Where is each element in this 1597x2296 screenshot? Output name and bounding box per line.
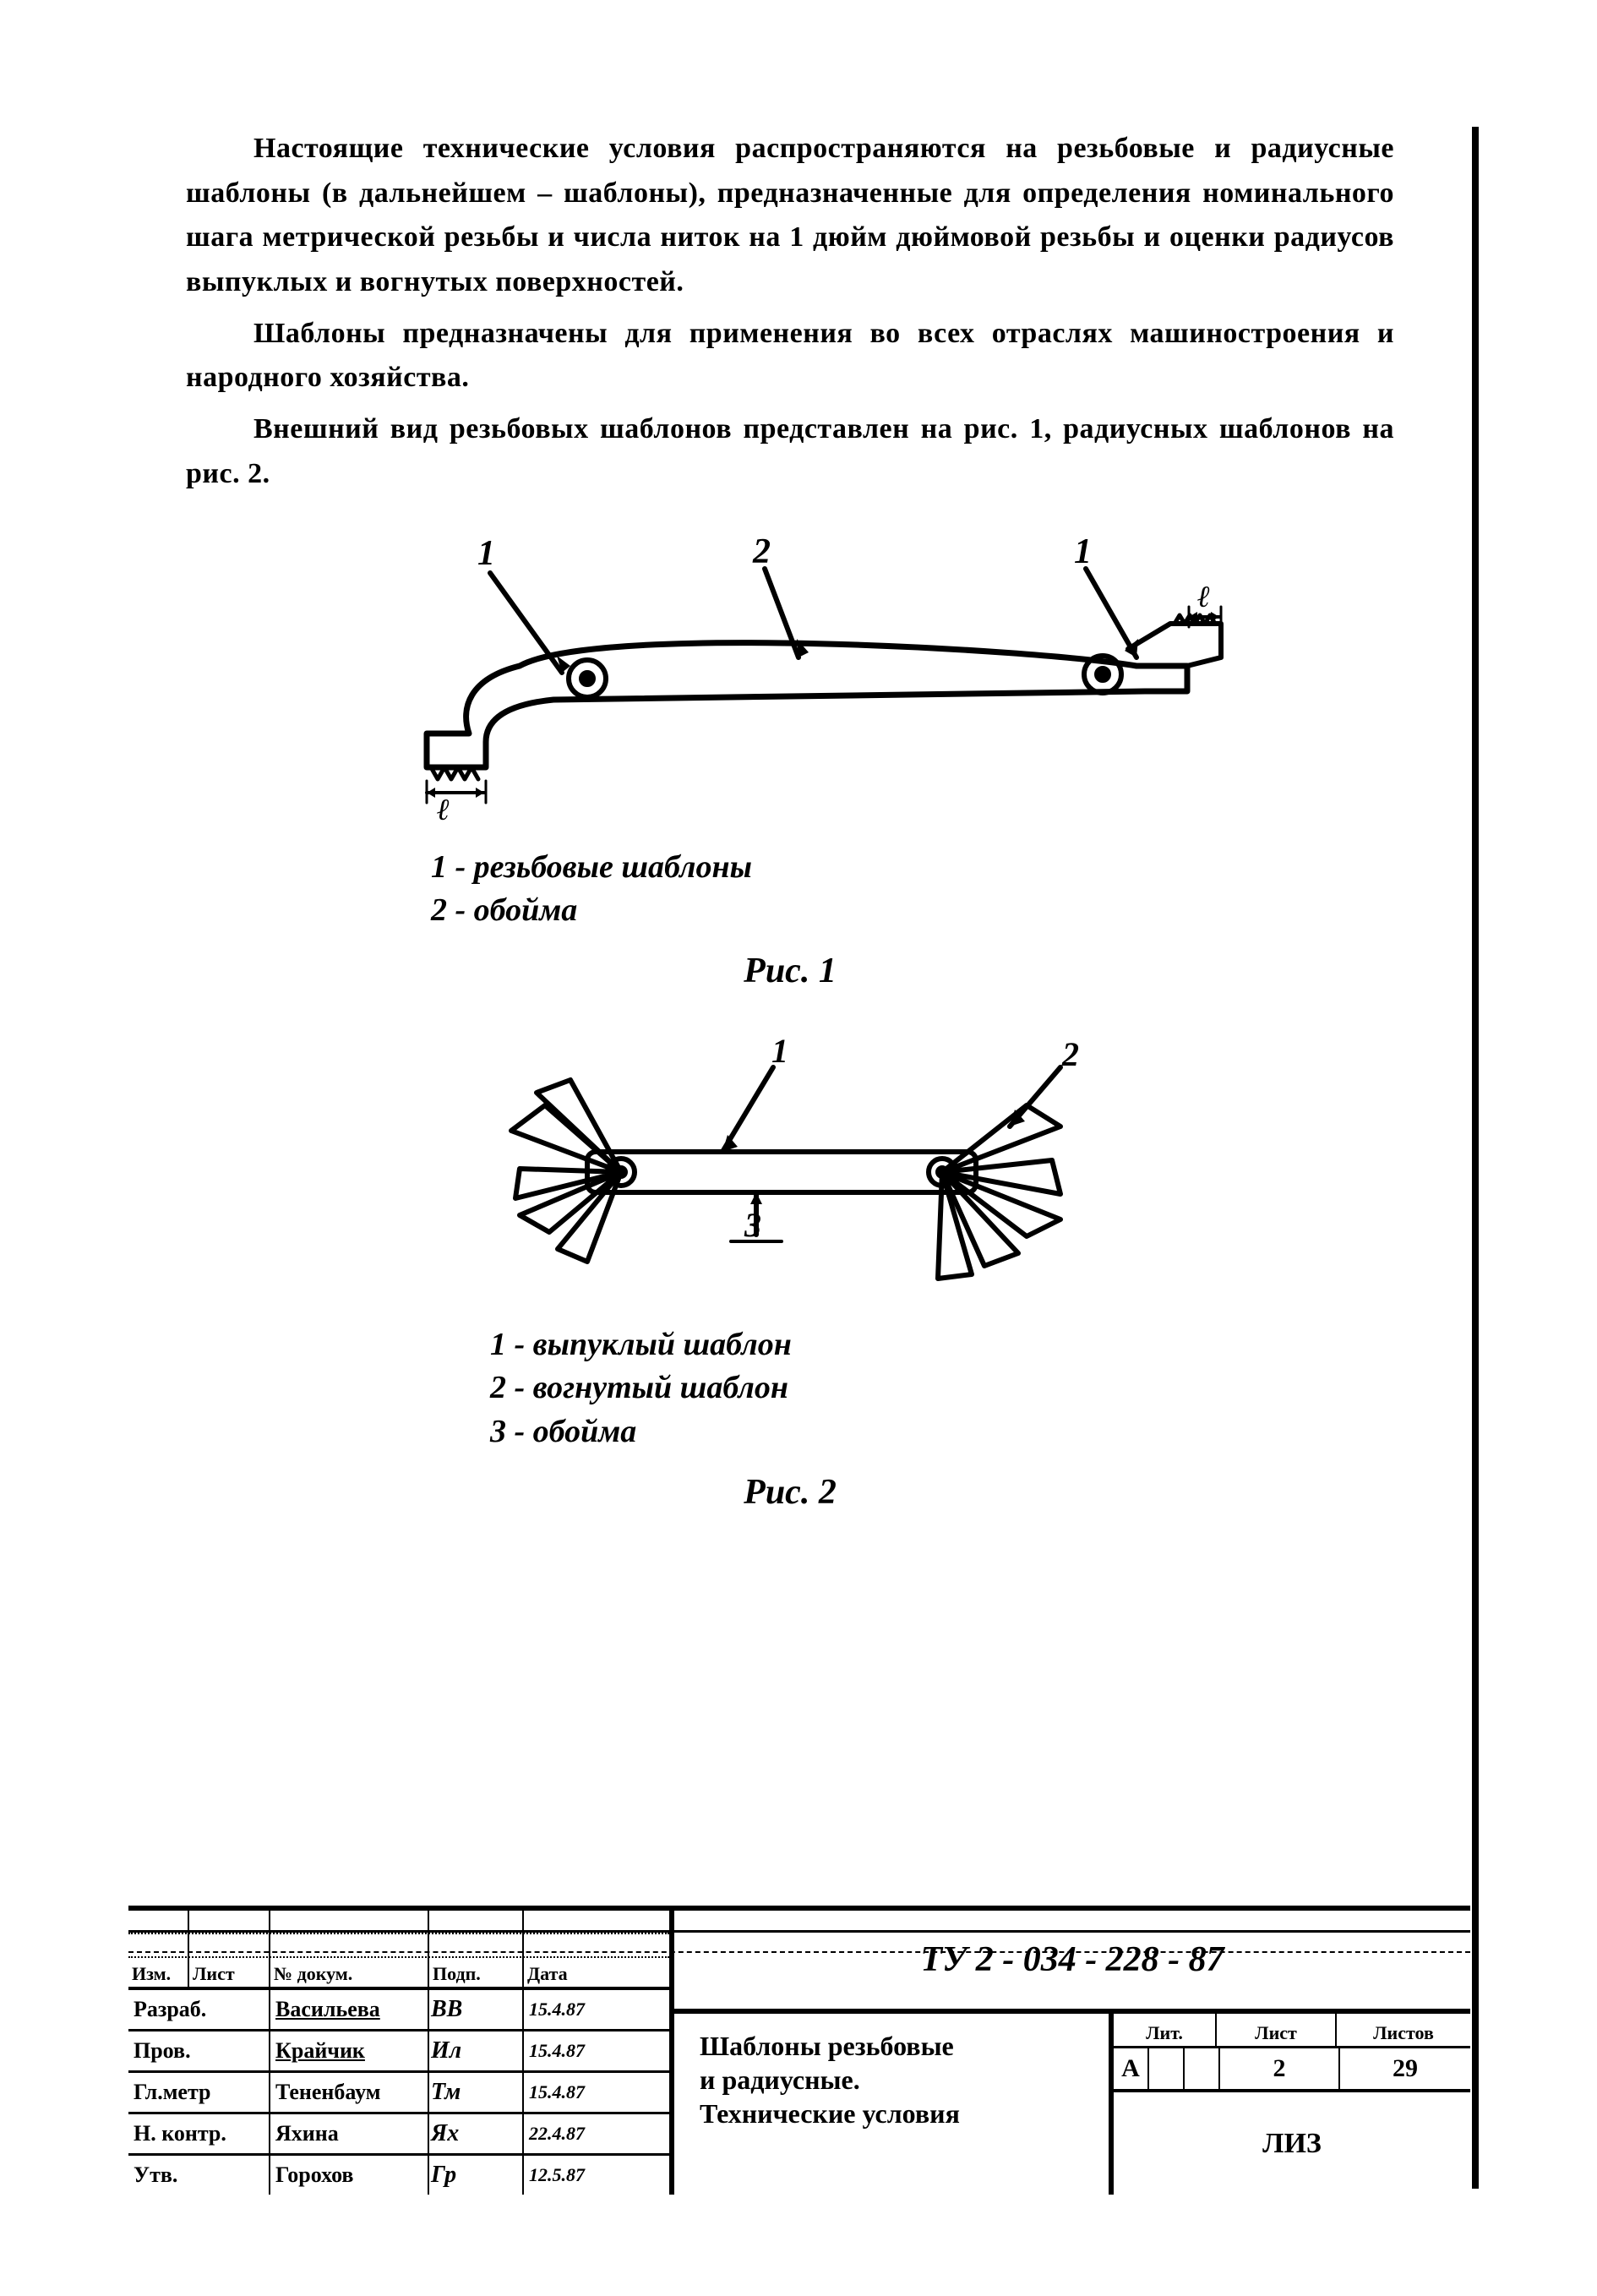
role-glmetr: Гл.метр: [128, 2073, 270, 2112]
doc-title-l1: Шаблоны резьбовые: [700, 2029, 1100, 2063]
sig-glmetr: Тм: [429, 2073, 524, 2112]
figure-1-svg: 1 2 1 ℓ ℓ: [342, 522, 1238, 826]
fig2-legend-2: 2 - вогнутый шаблон: [490, 1366, 792, 1410]
name-utv: Горохов: [270, 2156, 429, 2195]
figure-2-svg: 1 2 3: [469, 1025, 1111, 1304]
hdr-izm: Изм.: [128, 1958, 189, 1987]
role-nkontr: Н. контр.: [128, 2114, 270, 2153]
sig-nkontr: Ях: [429, 2114, 524, 2153]
body-content: Настоящие технические условия распростра…: [186, 127, 1394, 1513]
page: Настоящие технические условия распростра…: [0, 0, 1597, 2296]
fig1-callout-2: 2: [752, 532, 771, 571]
doc-code: ТУ 2 - 034 - 228 - 87: [920, 1939, 1224, 1980]
doc-meta: Лит. Лист Листов А 2 29 ЛИЗ: [1109, 2014, 1470, 2195]
paragraph-1: Настоящие технические условия распростра…: [186, 127, 1394, 305]
fig2-legend-3: 3 - обойма: [490, 1410, 792, 1453]
sig-prov: Ил: [429, 2031, 524, 2070]
date-nkontr: 22.4.87: [524, 2114, 602, 2153]
right-frame-line: [1472, 127, 1479, 2189]
fig2-callout-2: 2: [1061, 1035, 1079, 1073]
sign-row-glmetr: Гл.метр Тененбаум Тм 15.4.87: [128, 2073, 669, 2114]
name-glmetr: Тененбаум: [270, 2073, 429, 2112]
role-razrab: Разраб.: [128, 1990, 270, 2029]
sign-row-prov: Пров. Крайчик Ил 15.4.87: [128, 2031, 669, 2073]
name-nkontr: Яхина: [270, 2114, 429, 2153]
doc-title-l2: и радиусные.: [700, 2063, 1100, 2097]
figure-2: 1 2 3 1 - выпуклый шаблон 2 - вогнутый ш…: [186, 1025, 1394, 1513]
fig1-callout-1: 1: [477, 534, 495, 573]
hdr-podp: Подп.: [429, 1958, 524, 1987]
hdr-data: Дата: [524, 1958, 602, 1987]
fig2-legend-1: 1 - выпуклый шаблон: [490, 1323, 792, 1366]
date-prov: 15.4.87: [524, 2031, 602, 2070]
fig2-callout-3: 3: [744, 1206, 761, 1244]
sign-row-razrab: Разраб. Васильева ВВ 15.4.87: [128, 1990, 669, 2031]
hdr-list: Лист: [189, 1958, 270, 1987]
fig1-callout-3: 1: [1074, 532, 1092, 571]
date-glmetr: 15.4.87: [524, 2073, 602, 2112]
meta-listov-label: Листов: [1337, 2014, 1470, 2046]
figure-1: 1 2 1 ℓ ℓ 1 - резьбовые шаблоны 2 - обой…: [186, 522, 1394, 992]
fig2-callout-1: 1: [771, 1032, 788, 1070]
title-block-right: ТУ 2 - 034 - 228 - 87 Шаблоны резьбовые …: [674, 1911, 1470, 2195]
date-utv: 12.5.87: [524, 2156, 602, 2195]
fig1-dim-right: ℓ: [1197, 580, 1210, 614]
paragraph-3: Внешний вид резьбовых шаблонов представл…: [186, 407, 1394, 496]
sign-row-nkontr: Н. контр. Яхина Ях 22.4.87: [128, 2114, 669, 2156]
fig1-legend-2: 2 - обойма: [431, 889, 752, 932]
title-block-left: Изм. Лист № докум. Подп. Дата Разраб. Ва…: [128, 1911, 674, 2195]
doc-title: Шаблоны резьбовые и радиусные. Техническ…: [674, 2014, 1109, 2195]
hdr-doc: № докум.: [270, 1958, 429, 1987]
meta-listov-value: 29: [1340, 2048, 1470, 2089]
fig1-legend-1: 1 - резьбовые шаблоны: [431, 846, 752, 889]
paragraph-2: Шаблоны предназначены для применения во …: [186, 312, 1394, 401]
sign-row-utv: Утв. Горохов Гр 12.5.87: [128, 2156, 669, 2195]
doc-code-area: ТУ 2 - 034 - 228 - 87: [674, 1911, 1470, 2014]
date-razrab: 15.4.87: [524, 1990, 602, 2029]
sig-utv: Гр: [429, 2156, 524, 2195]
role-prov: Пров.: [128, 2031, 270, 2070]
sig-razrab: ВВ: [429, 1990, 524, 2029]
figure-2-caption: Рис. 2: [186, 1472, 1394, 1513]
role-utv: Утв.: [128, 2156, 270, 2195]
figure-1-legend: 1 - резьбовые шаблоны 2 - обойма: [431, 846, 752, 933]
meta-list-value: 2: [1220, 2048, 1340, 2089]
title-block: Изм. Лист № докум. Подп. Дата Разраб. Ва…: [128, 1906, 1470, 2195]
name-prov: Крайчик: [270, 2031, 429, 2070]
meta-org: ЛИЗ: [1114, 2092, 1470, 2195]
doc-title-l3: Технические условия: [700, 2097, 1100, 2130]
figure-1-caption: Рис. 1: [186, 951, 1394, 991]
meta-lit-value: А: [1114, 2048, 1149, 2089]
meta-list-label: Лист: [1217, 2014, 1337, 2046]
fig1-dim-left: ℓ: [437, 793, 450, 826]
figure-2-legend: 1 - выпуклый шаблон 2 - вогнутый шаблон …: [490, 1323, 792, 1453]
meta-lit-label: Лит.: [1114, 2014, 1217, 2046]
name-razrab: Васильева: [270, 1990, 429, 2029]
